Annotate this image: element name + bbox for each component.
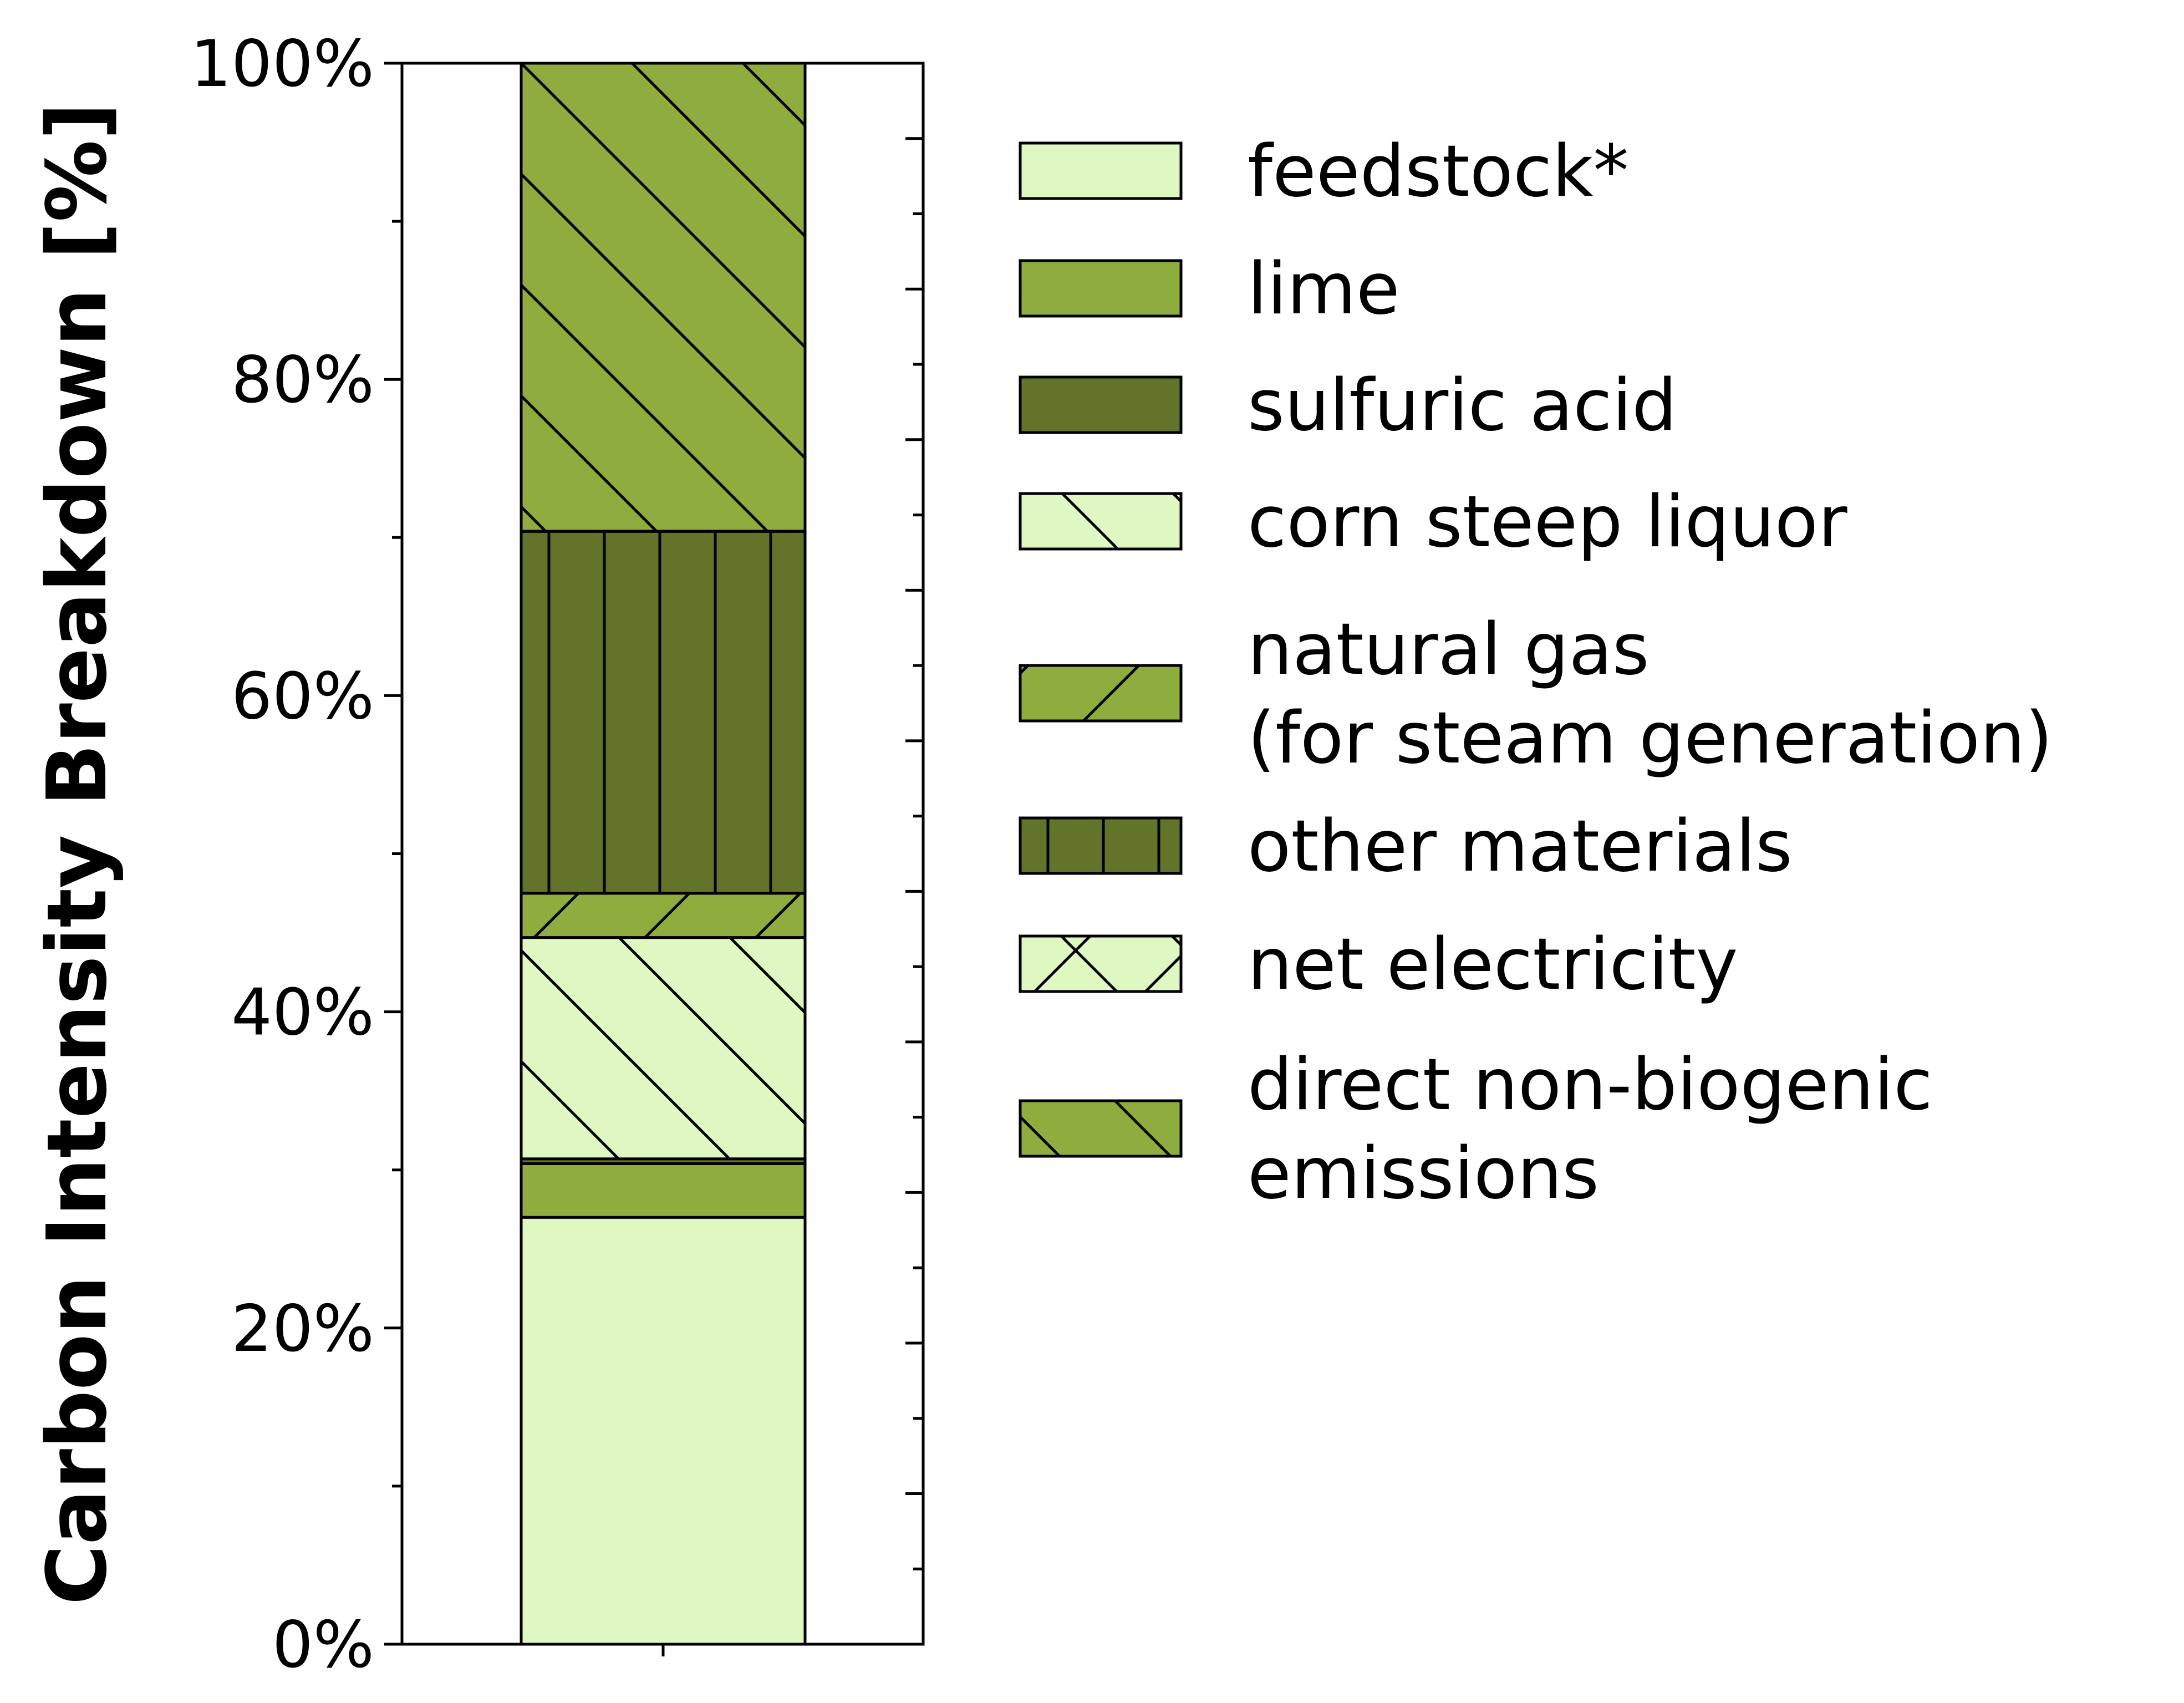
legend-label-6: net electricity [1248, 923, 1738, 1006]
legend-swatch-4 [1019, 664, 1183, 723]
y-tick-label: 20% [231, 1292, 374, 1366]
bar-segment-3 [520, 936, 807, 1161]
legend: feedstock* lime sulfuric acid corn steep li… [1019, 130, 2053, 1215]
legend-label-2: sulfuric acid [1248, 364, 1677, 447]
bar-segment-7 [520, 62, 807, 533]
y-tick-label: 40% [231, 975, 374, 1050]
legend-swatch-7 [1019, 1099, 1183, 1158]
bar-segment-1 [520, 1162, 807, 1219]
legend-swatch-3 [1019, 492, 1183, 551]
legend-swatch-5 [1019, 816, 1183, 875]
legend-label-3: corn steep liquor [1248, 481, 1847, 563]
legend-swatch-1 [1019, 259, 1183, 318]
legend-swatch-2 [1019, 375, 1183, 434]
y-tick-label: 80% [231, 343, 374, 418]
legend-label-0: feedstock* [1248, 130, 1629, 213]
bar-segment-4 [520, 892, 807, 939]
y-tick-label: 100% [190, 27, 374, 101]
legend-label-5: other materials [1248, 805, 1793, 888]
y-axis-label: Carbon Intensity Breakdown [%] [29, 103, 125, 1605]
legend-swatch-6 [1019, 934, 1183, 993]
legend-swatch-0 [1019, 141, 1183, 200]
legend-label-4: natural gas (for steam generation) [1248, 608, 2053, 780]
y-tick-label: 60% [231, 659, 374, 734]
y-axis-ticks: 0% 20% 40% 60% 80% 100% [190, 27, 923, 1682]
bar-segment-0 [520, 1216, 807, 1646]
legend-label-1: lime [1248, 248, 1400, 331]
legend-label-7: direct non-biogenic emissions [1248, 1044, 1933, 1215]
bar-segment-5 [520, 530, 807, 895]
y-tick-label: 0% [272, 1608, 374, 1682]
bar-stack [520, 62, 807, 1646]
